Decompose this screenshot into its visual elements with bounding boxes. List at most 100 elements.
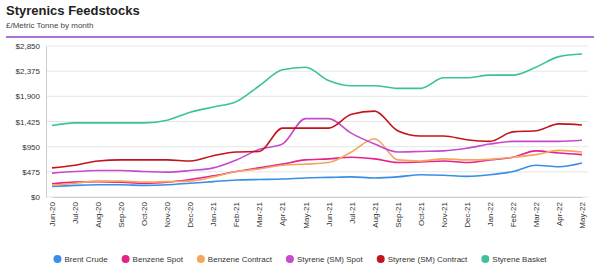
x-tick: Jun-20: [48, 197, 57, 226]
y-axis-line: [46, 47, 47, 198]
legend-item: Styrene (SM) Spot: [286, 255, 364, 264]
legend-item: Styrene (SM) Contract: [377, 255, 468, 264]
plot: $0 $475 $950 $1,425 $1,900 $2,375 $2,850 Jun-20…: [16, 42, 588, 229]
x-tick: Feb-21: [232, 197, 241, 227]
x-tick-label: Aug-21: [371, 201, 380, 227]
x-tick: Apr-21: [278, 197, 287, 226]
y-tick: $1,425: [16, 118, 46, 127]
legend-swatch: [481, 255, 489, 263]
y-tick-label: $950: [22, 143, 40, 152]
x-tick: Aug-20: [94, 197, 103, 228]
x-tick-label: Dec-21: [463, 201, 472, 227]
y-tick-label: $2,850: [16, 42, 41, 51]
grid-line: [46, 71, 588, 72]
x-tick: May-21: [302, 197, 311, 229]
series-line: [52, 111, 582, 168]
series-line: [52, 139, 582, 186]
x-tick: Jul-20: [71, 197, 80, 224]
y-tick-label: $2,375: [16, 67, 41, 76]
x-tick: Sep-21: [394, 197, 403, 228]
x-tick-label: Jan-21: [209, 201, 218, 226]
x-tick-label: Mar-21: [255, 201, 264, 227]
x-tick-label: Mar-22: [532, 201, 541, 227]
x-tick-label: Dec-20: [186, 201, 195, 227]
y-tick: $475: [22, 168, 46, 177]
legend-item: Styrene Basket: [481, 255, 547, 264]
x-axis-line: [53, 197, 583, 198]
legend-item: Brent Crude: [53, 255, 108, 264]
x-tick: Nov-21: [440, 197, 449, 228]
legend-label: Benzene Spot: [133, 255, 184, 264]
legend-swatch: [53, 255, 61, 263]
x-tick: Dec-20: [186, 197, 195, 228]
legend-swatch: [377, 255, 385, 263]
x-tick-label: Jul-20: [71, 201, 80, 223]
legend-swatch: [286, 255, 294, 263]
y-tick: $1,900: [16, 92, 46, 101]
x-tick: Mar-21: [255, 197, 264, 227]
grid-line: [46, 146, 588, 147]
legend-label: Benzene Contract: [208, 255, 273, 264]
grid-line: [46, 121, 588, 122]
y-tick: $2,375: [16, 67, 46, 76]
x-tick-label: Feb-22: [509, 201, 518, 227]
legend-item: Benzene Contract: [197, 255, 273, 264]
x-tick-label: Apr-21: [278, 201, 287, 226]
series-line: [52, 54, 582, 126]
x-tick: Sep-20: [117, 197, 126, 228]
legend-swatch: [122, 255, 130, 263]
legend-swatch: [197, 255, 205, 263]
x-tick-label: May-22: [578, 201, 587, 228]
x-tick-label: Nov-21: [440, 201, 449, 227]
x-tick: Mar-22: [532, 197, 541, 227]
x-tick: Oct-21: [417, 197, 426, 226]
x-tick-label: Apr-22: [555, 201, 564, 226]
y-axis: $0 $475 $950 $1,425 $1,900 $2,375 $2,850: [16, 42, 47, 202]
title-rule: [6, 36, 594, 38]
grid-line: [46, 197, 588, 198]
x-tick-label: Oct-21: [417, 201, 426, 226]
grid: [46, 46, 588, 197]
y-tick: $950: [22, 143, 46, 152]
x-tick-label: Oct-20: [140, 201, 149, 226]
grid-line: [46, 46, 588, 47]
legend-label: Styrene (SM) Spot: [297, 255, 364, 264]
legend-label: Styrene Basket: [492, 255, 547, 264]
x-tick-label: Jul-21: [348, 201, 357, 223]
x-tick: Apr-22: [555, 197, 564, 226]
y-tick: $0: [31, 193, 46, 202]
x-tick-label: Nov-20: [163, 201, 172, 227]
y-tick: $2,850: [16, 42, 46, 51]
y-tick-label: $0: [31, 193, 40, 202]
y-tick-label: $1,425: [16, 118, 41, 127]
lines: [52, 54, 582, 186]
x-tick-label: Sep-20: [117, 201, 126, 227]
x-tick: Jan-22: [486, 197, 495, 226]
x-tick-label: Aug-20: [94, 201, 103, 227]
chart: Styrenics Feedstocks£/Metric Tonne by mo…: [0, 0, 600, 269]
x-tick-label: Feb-21: [232, 201, 241, 227]
y-tick-label: $1,900: [16, 92, 41, 101]
legend-label: Brent Crude: [64, 255, 108, 264]
x-tick-label: Jan-22: [486, 201, 495, 226]
x-tick-label: May-21: [302, 201, 311, 228]
legend-item: Benzene Spot: [122, 255, 184, 264]
x-tick: Nov-20: [163, 197, 172, 228]
x-tick: Feb-22: [509, 197, 518, 227]
x-axis: Jun-20 Jul-20 Aug-20 Sep-20 Oct-20 Nov-20 Dec-…: [48, 197, 587, 229]
x-tick-label: Jun-21: [325, 201, 334, 226]
x-tick: Dec-21: [463, 197, 472, 228]
subtitle: £/Metric Tonne by month: [6, 21, 93, 30]
x-tick-label: Jun-20: [48, 201, 57, 226]
x-tick-label: Sep-21: [394, 201, 403, 227]
x-tick: Jan-21: [209, 197, 218, 226]
legend: Brent Crude Benzene Spot Benzene Contract S…: [53, 255, 547, 264]
x-tick: Aug-21: [371, 197, 380, 228]
series-line: [52, 151, 582, 184]
x-tick: Oct-20: [140, 197, 149, 226]
y-tick-label: $475: [22, 168, 40, 177]
grid-line: [46, 96, 588, 97]
x-tick: May-22: [578, 197, 587, 229]
x-tick: Jun-21: [325, 197, 334, 226]
series-line: [52, 119, 582, 174]
